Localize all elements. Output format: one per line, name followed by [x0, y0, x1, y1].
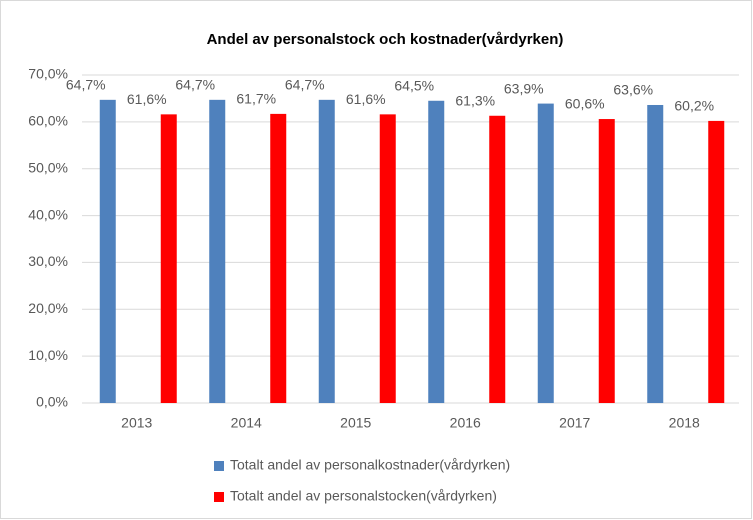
y-tick-label: 20,0% [28, 300, 68, 316]
data-label: 64,5% [394, 77, 434, 93]
bar [598, 119, 615, 403]
data-label: 64,7% [66, 77, 106, 93]
data-label: 64,7% [175, 77, 215, 93]
data-label: 61,6% [127, 91, 167, 107]
x-tick-label: 2013 [121, 415, 152, 431]
bar [537, 103, 554, 403]
legend-swatch [214, 492, 224, 502]
legend-swatch [214, 461, 224, 471]
y-tick-label: 60,0% [28, 113, 68, 129]
bar [647, 104, 664, 403]
data-label: 60,2% [674, 98, 714, 114]
y-tick-label: 30,0% [28, 253, 68, 269]
x-tick-label: 2016 [450, 415, 481, 431]
data-label: 61,7% [236, 91, 276, 107]
chart-title: Andel av personalstock och kostnader(vår… [207, 31, 564, 48]
bar [99, 99, 116, 403]
legend-label: Totalt andel av personalstocken(vårdyrke… [230, 488, 497, 504]
data-label: 61,6% [346, 91, 386, 107]
data-label: 63,6% [613, 82, 653, 98]
data-label: 63,9% [504, 80, 544, 96]
bar [270, 113, 287, 404]
data-label: 60,6% [565, 96, 605, 112]
data-label: 61,3% [455, 92, 495, 108]
bar [160, 114, 177, 404]
x-tick-label: 2014 [231, 415, 262, 431]
bar [489, 115, 506, 403]
bar [379, 114, 396, 404]
y-tick-label: 50,0% [28, 159, 68, 175]
data-label: 64,7% [285, 77, 325, 93]
x-tick-label: 2017 [559, 415, 590, 431]
y-tick-label: 40,0% [28, 206, 68, 222]
y-tick-label: 70,0% [28, 66, 68, 82]
bar [318, 99, 335, 403]
y-tick-label: 0,0% [36, 394, 68, 410]
bar [209, 99, 226, 403]
y-tick-label: 10,0% [28, 347, 68, 363]
x-tick-label: 2015 [340, 415, 371, 431]
x-tick-label: 2018 [669, 415, 700, 431]
legend-label: Totalt andel av personalkostnader(vårdyr… [230, 457, 510, 473]
bar [428, 100, 445, 404]
bar [708, 120, 725, 404]
